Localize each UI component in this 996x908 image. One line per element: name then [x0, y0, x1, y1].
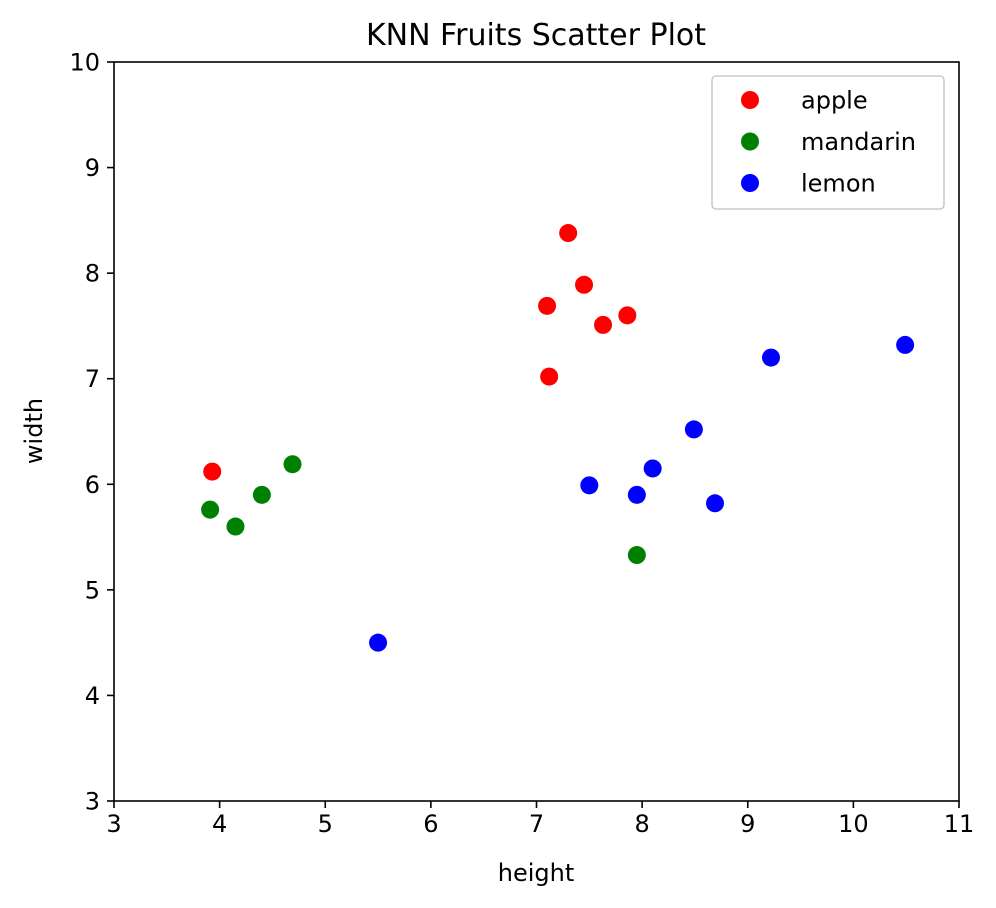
legend-label-lemon: lemon [801, 170, 876, 198]
x-tick-label: 6 [423, 810, 438, 838]
legend-box [711, 75, 945, 210]
ticks-layer: 3 4 5 6 7 8 9 10 11 3 4 5 6 7 8 9 10 [69, 49, 974, 839]
x-tick-label: 5 [318, 810, 333, 838]
legend: apple mandarin lemon [711, 75, 945, 210]
apple-point [559, 224, 578, 243]
legend-items: apple mandarin lemon [741, 87, 916, 198]
x-tick-label: 7 [529, 810, 544, 838]
lemon-point [706, 494, 725, 513]
y-tick-label: 5 [85, 576, 100, 604]
x-tick-label: 10 [838, 810, 869, 838]
mandarin-point [627, 546, 646, 565]
lemon-point [761, 348, 780, 367]
legend-marker-apple [741, 91, 759, 109]
apple-point [618, 306, 637, 325]
x-axis-label: height [498, 859, 575, 887]
lemon-point [896, 335, 915, 354]
lemon-point [643, 459, 662, 478]
plot-frame [113, 61, 960, 802]
y-tick-label: 8 [85, 260, 100, 288]
x-tick-label: 4 [212, 810, 227, 838]
apple-point [203, 462, 222, 481]
x-tick-label: 8 [634, 810, 649, 838]
points-layer [201, 224, 915, 652]
legend-label-mandarin: mandarin [801, 128, 916, 156]
lemon-point [627, 485, 646, 504]
x-tick-label: 11 [944, 810, 975, 838]
y-tick-label: 9 [85, 154, 100, 182]
y-axis-label: width [20, 398, 48, 464]
y-tick-label: 7 [85, 365, 100, 393]
apple-point [594, 315, 613, 334]
chart-title: KNN Fruits Scatter Plot [366, 18, 706, 53]
y-tick-label: 3 [85, 788, 100, 816]
legend-marker-lemon [741, 174, 759, 192]
apple-point [575, 275, 594, 294]
mandarin-point [201, 500, 220, 519]
legend-marker-mandarin [741, 132, 759, 151]
apple-point [540, 367, 559, 386]
y-tick-label: 6 [85, 471, 100, 499]
lemon-point [369, 633, 388, 652]
y-tick-label: 4 [85, 682, 100, 710]
y-tick-label: 10 [69, 49, 100, 77]
legend-label-apple: apple [801, 87, 868, 115]
lemon-point [580, 476, 599, 495]
lemon-point [684, 420, 703, 439]
mandarin-point [283, 455, 302, 474]
apple-point [538, 296, 557, 315]
mandarin-point [226, 517, 245, 536]
x-tick-label: 3 [106, 810, 121, 838]
mandarin-point [252, 485, 271, 504]
x-tick-label: 9 [740, 810, 755, 838]
